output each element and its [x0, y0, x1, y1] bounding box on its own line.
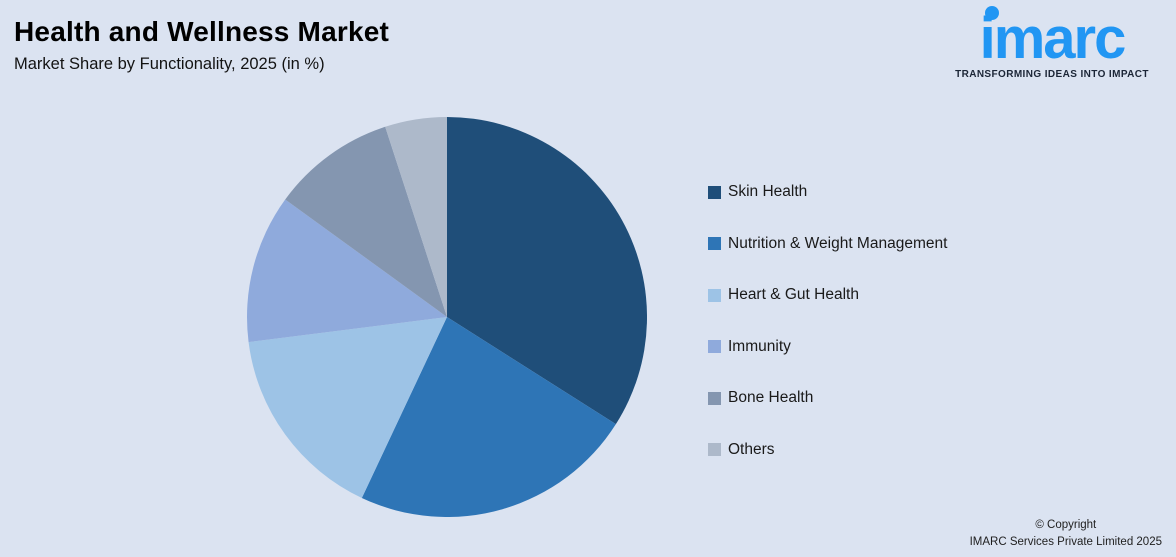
- pie-slice-skin-health: [447, 117, 648, 425]
- legend-swatch-heart-gut-health: [708, 288, 721, 302]
- legend: Skin Health Nutrition & Weight Managemen…: [708, 182, 947, 491]
- copyright-line1: © Copyright: [1035, 518, 1097, 531]
- legend-label: Nutrition & Weight Management: [728, 234, 948, 252]
- legend-item-others: Others: [708, 440, 947, 460]
- copyright-line2: IMARC Services Private Limited 2025: [969, 535, 1162, 548]
- legend-swatch-nutrition-weight-management: [708, 237, 721, 250]
- legend-item-skin-health: Skin Health: [708, 182, 947, 202]
- page-subtitle: Market Share by Functionality, 2025 (in …: [14, 55, 325, 74]
- pie-chart: [247, 117, 648, 518]
- logo-wordmark: imarc: [979, 6, 1126, 71]
- legend-label: Heart & Gut Health: [728, 286, 859, 303]
- pie-slice-others: [385, 117, 447, 317]
- legend-item-heart-gut-health: Heart & Gut Health: [708, 285, 947, 305]
- pie-slice-heart-gut-health: [248, 317, 447, 498]
- legend-swatch-skin-health: [708, 185, 721, 199]
- header: Health and Wellness Market Market Share …: [14, 16, 389, 74]
- pie-slice-nutrition-weight-management: [361, 317, 616, 518]
- pie-slice-immunity: [247, 199, 447, 343]
- legend-item-bone-health: Bone Health: [708, 388, 947, 408]
- pie-slice-bone-health: [285, 126, 447, 317]
- legend-swatch-bone-health: [708, 391, 721, 405]
- legend-item-immunity: Immunity: [708, 337, 947, 357]
- legend-swatch-immunity: [708, 340, 721, 353]
- legend-label: Immunity: [728, 337, 791, 355]
- page-title: Health and Wellness Market: [14, 16, 390, 47]
- imarc-logo: imarc TRANSFORMING IDEAS INTO IMPACT: [936, 6, 1168, 80]
- legend-label: Skin Health: [728, 183, 808, 200]
- legend-swatch-others: [708, 443, 721, 456]
- pie-svg: [247, 117, 648, 518]
- legend-label: Bone Health: [728, 389, 814, 406]
- legend-item-nutrition-weight-management: Nutrition & Weight Management: [708, 234, 947, 254]
- legend-label: Others: [728, 440, 775, 458]
- copyright-notice: © Copyright IMARC Services Private Limit…: [970, 517, 1162, 552]
- logo-i-dot: [984, 6, 999, 20]
- logo-tagline: TRANSFORMING IDEAS INTO IMPACT: [955, 69, 1149, 80]
